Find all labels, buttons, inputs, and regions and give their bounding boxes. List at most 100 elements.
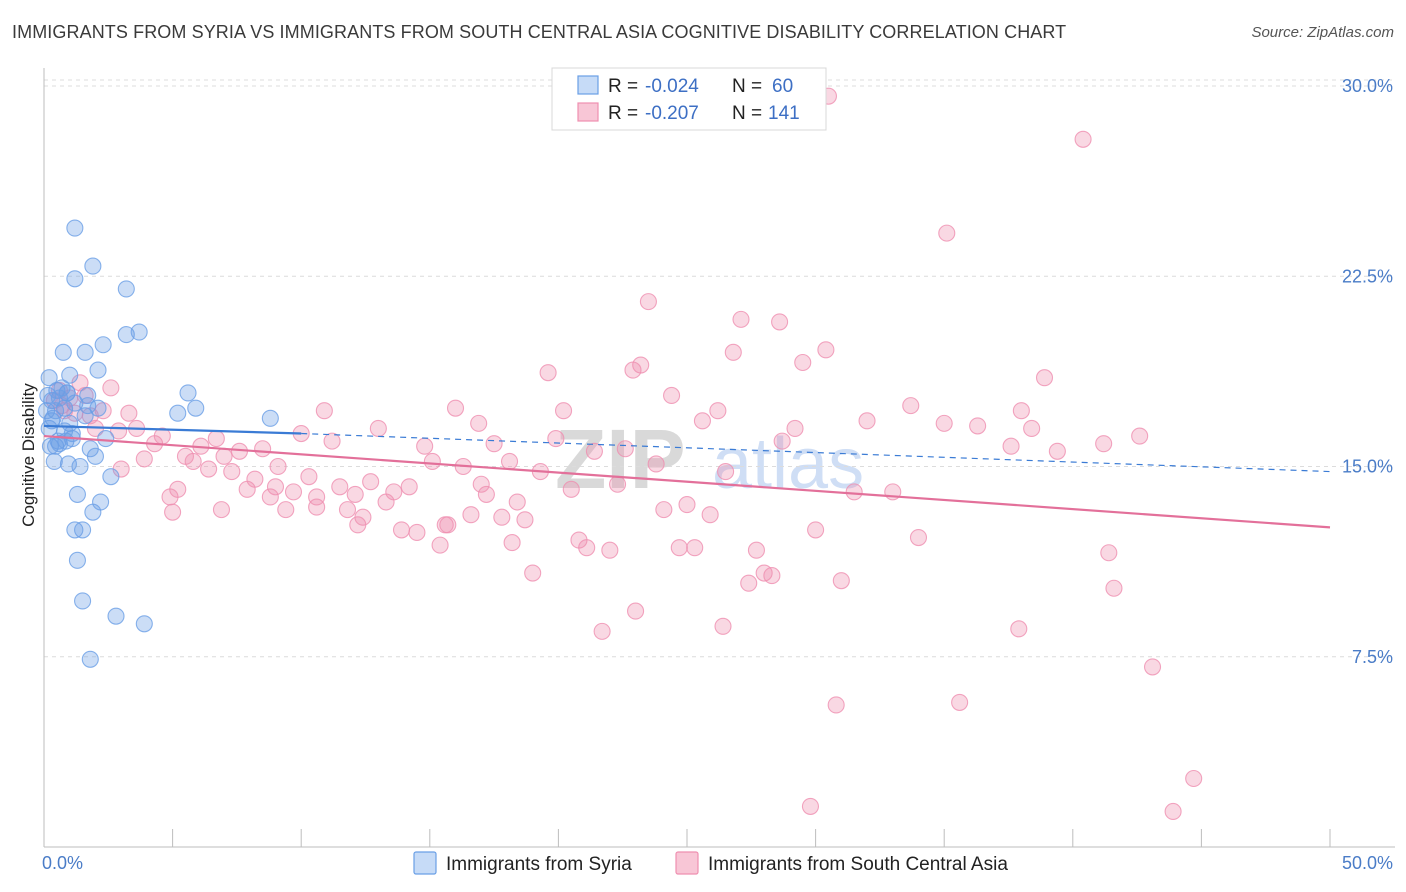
sca-point-109	[969, 417, 987, 435]
sca-point-85	[686, 539, 704, 557]
sca-point-120	[1010, 620, 1028, 638]
sca-point-32	[277, 501, 295, 519]
sca-point-110	[1002, 437, 1020, 455]
sca-point-18	[169, 480, 187, 498]
sca-point-95	[763, 567, 781, 585]
sca-point-137	[714, 617, 732, 635]
sca-point-107	[938, 224, 956, 242]
syria-point-24	[74, 521, 92, 539]
syria-point-37	[130, 323, 148, 341]
sca-point-99	[807, 521, 825, 539]
sca-point-44	[369, 419, 387, 438]
y-tick-label-2: 22.5%	[1342, 266, 1393, 286]
sca-point-64	[524, 564, 542, 582]
sca-point-60	[493, 508, 511, 526]
syria-point-39	[74, 592, 92, 610]
stats-syria-n-value: 60	[772, 76, 793, 97]
trend-line-sca	[43, 434, 1331, 529]
syria-point-31	[92, 493, 110, 511]
sca-point-118	[1131, 427, 1149, 445]
sca-point-37	[315, 402, 333, 420]
syria-point-30	[89, 361, 107, 379]
syria-point-35	[107, 607, 125, 625]
sca-point-54	[446, 399, 465, 417]
sca-point-102	[845, 483, 863, 501]
y-axis-label: Cognitive Disability	[19, 383, 38, 527]
sca-point-75	[609, 475, 627, 493]
sca-point-24	[215, 447, 233, 465]
sca-point-79	[639, 293, 657, 311]
sca-point-66	[539, 364, 557, 382]
sca-point-31	[269, 457, 287, 476]
y-tick-labels: 7.5% 15.0% 22.5% 30.0%	[1342, 76, 1393, 667]
sca-point-89	[717, 463, 735, 481]
sca-point-115	[1095, 435, 1113, 453]
syria-point-38	[135, 615, 153, 633]
syria-point-43	[84, 257, 102, 275]
stats-sca-r-label: R =	[608, 103, 638, 124]
syria-point-11	[53, 379, 71, 397]
sca-point-122	[801, 797, 820, 815]
sca-point-92	[740, 574, 758, 592]
syria-point-47	[187, 399, 205, 417]
axes	[43, 68, 1395, 848]
sca-point-125	[1164, 802, 1182, 821]
stats-syria-n-label: N =	[732, 76, 762, 97]
legend: Immigrants from Syria Immigrants from So…	[413, 851, 1008, 875]
sca-point-126	[1185, 769, 1203, 788]
sca-point-67	[547, 430, 565, 448]
sca-point-46	[385, 483, 403, 501]
sca-point-130	[266, 478, 285, 496]
legend-swatch-sca	[675, 851, 699, 875]
sca-point-84	[678, 495, 696, 514]
sca-point-38	[323, 432, 341, 450]
legend-swatch-syria	[413, 851, 437, 875]
sca-point-63	[516, 511, 534, 529]
sca-point-73	[593, 622, 611, 640]
syria-point-57	[40, 369, 58, 387]
sca-point-101	[832, 572, 850, 590]
syria-point-42	[66, 270, 84, 288]
syria-point-25	[76, 407, 94, 425]
sca-point-91	[732, 310, 750, 328]
sca-point-56	[462, 506, 480, 524]
trend-line-syria-solid	[43, 424, 302, 435]
source-label: Source: ZipAtlas.com	[1251, 24, 1394, 41]
sca-point-134	[308, 498, 326, 516]
sca-point-88	[709, 402, 727, 420]
sca-point-12	[120, 404, 138, 422]
sca-point-50	[416, 437, 434, 455]
sca-point-112	[1023, 419, 1041, 438]
sca-point-74	[601, 541, 619, 559]
sca-point-35	[300, 468, 318, 486]
trend-lines	[43, 424, 1331, 529]
sca-point-78	[632, 356, 650, 374]
sca-point-76	[616, 440, 634, 458]
sca-point-106	[909, 528, 928, 547]
syria-point-23	[71, 457, 89, 476]
stats-sca-n-label: N =	[732, 103, 762, 124]
stats-syria-r-value: -0.024	[645, 76, 699, 97]
sca-point-23	[207, 430, 225, 448]
series-syria	[38, 219, 279, 668]
stats-sca-n-value: 141	[768, 103, 800, 124]
sca-point-20	[184, 452, 202, 470]
sca-point-58	[477, 485, 495, 503]
stats-sca-r-value: -0.207	[645, 103, 699, 124]
sca-point-90	[724, 343, 742, 361]
sca-point-39	[331, 478, 349, 496]
syria-point-44	[117, 280, 135, 298]
syria-point-59	[61, 414, 79, 432]
sca-point-30	[261, 488, 279, 506]
syria-point-40	[81, 650, 99, 668]
sca-point-14	[135, 450, 153, 468]
sca-point-83	[670, 539, 688, 557]
syria-point-12	[54, 343, 72, 361]
sca-point-80	[647, 455, 665, 473]
sca-point-136	[773, 432, 791, 450]
sca-point-33	[284, 483, 303, 501]
x-tick-label-1: 50.0%	[1342, 853, 1393, 873]
sca-point-87	[701, 506, 719, 524]
sca-point-128	[827, 696, 845, 714]
sca-point-97	[786, 419, 804, 438]
